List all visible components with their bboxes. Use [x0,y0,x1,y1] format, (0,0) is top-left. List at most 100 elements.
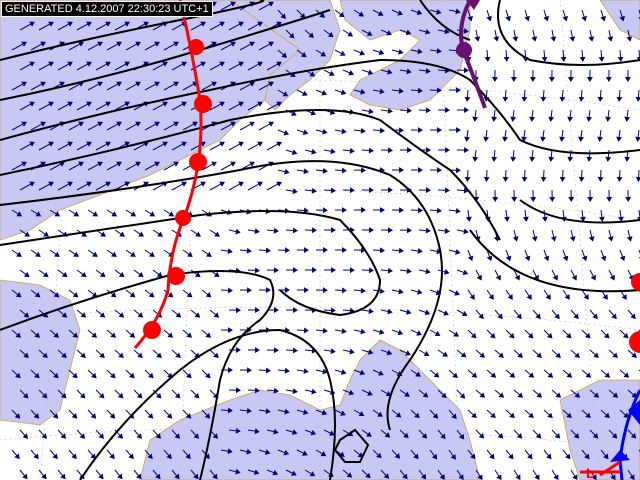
wind-arrow-head [455,167,461,174]
wind-arrow-head [360,88,366,95]
wind-arrow-head [331,267,336,273]
wind-arrow-head [433,372,440,378]
wind-arrow-head [29,181,35,187]
wind-arrow-head [156,271,163,278]
wind-arrow-head [181,141,187,147]
wind-arrow-head [581,15,587,22]
wind-arrow-head [309,71,316,77]
wind-arrow-head [246,407,252,414]
wind-arrow-head [625,196,632,202]
wind-arrow-head [562,15,568,22]
wind-arrow-head [553,474,559,480]
wind-arrow-head [360,127,366,134]
wind-arrow-head [349,348,355,355]
wind-arrow-head [508,453,514,460]
wind-arrow-head [41,433,48,439]
wind-arrow-head [383,473,390,479]
isobar [79,328,336,480]
wind-arrow-head [148,292,155,298]
wind-arrow-head [586,156,593,162]
wind-arrow-head [72,292,79,298]
wind-arrow-head [186,292,193,298]
wind-arrow-head [91,372,97,379]
wind-arrow-head [583,294,589,300]
wind-arrow-head [29,21,35,27]
wind-arrow-head [24,231,30,237]
wind-arrow-head [603,332,610,339]
wind-arrow-head [386,30,392,36]
wind-arrow-head [246,287,252,294]
wind-arrow-head [308,32,315,38]
wind-arrow-head [379,127,385,134]
wind-arrow-head [154,121,160,127]
wind-arrow-head [292,227,298,234]
wind-arrow-head [320,51,327,57]
wind-arrow-head [624,156,631,162]
wind-arrow-head [117,392,124,399]
wind-arrow-head [110,332,117,338]
wind-arrow-head [507,294,513,300]
wind-arrow-head [227,407,233,414]
baltic-sea [339,0,471,111]
wind-arrow-head [72,372,78,379]
wind-arrow-head [193,433,200,439]
wind-arrow-head [622,332,629,339]
wind-arrow-head [617,216,624,222]
wind-arrow-head [567,77,574,82]
wind-arrow-head [219,101,225,107]
wind-arrow-head [611,433,618,439]
wind-arrow-head [16,211,23,217]
isobar [519,199,640,224]
wind-arrow-head [626,36,633,42]
wind-arrow-head [497,433,504,439]
wind-arrow-head [416,9,423,16]
wind-arrow-head [211,81,217,87]
wind-arrow-head [81,231,87,237]
wind-arrow-head [434,330,441,337]
wind-arrow-head [186,332,193,338]
wind-arrow-head [406,268,412,274]
wind-arrow-head [54,251,60,257]
north-sea [229,0,341,111]
wind-arrow-head [110,372,116,379]
wind-arrow-head [116,41,122,47]
wind-arrow-head [502,176,509,182]
wind-arrow-head [407,147,412,154]
wind-arrow-head [48,101,54,107]
wind-arrow-head [205,332,212,338]
wind-arrow-head [565,332,572,339]
wind-arrow-head [205,292,212,298]
wind-arrow-head [624,77,631,82]
wind-arrow-head [534,474,540,480]
wind-arrow-head [592,313,598,320]
wind-arrow-head [360,167,366,174]
wind-arrow-head [273,347,279,354]
wind-arrow-head [149,251,155,257]
wind-arrow-head [462,269,469,276]
wind-arrow-head [619,255,626,262]
wind-arrow-head [498,392,505,398]
wind-arrow-head [186,372,192,379]
wind-arrow-head [105,61,111,67]
wind-arrow-head [53,372,59,379]
wind-arrow-head [453,331,459,337]
wind-arrow-head [67,101,73,107]
wind-arrow-head [425,67,431,74]
wind-arrow-head [129,372,135,379]
wind-arrow-head [607,36,614,42]
wind-arrow-head [521,176,528,182]
wind-arrow-head [264,449,271,455]
wind-arrow-head [292,188,298,195]
wind-arrow-head [623,412,629,419]
wind-arrow-head [460,352,467,358]
wind-arrow-head [398,48,404,55]
wind-arrow-head [616,176,623,182]
wind-arrow-head [489,332,496,339]
wind-arrow-head [254,387,260,394]
wind-arrow-head [73,251,79,257]
wind-arrow-head [607,236,614,242]
wind-arrow-head [578,176,585,182]
wind-arrow-head [79,433,86,439]
wind-arrow-head [187,251,193,257]
wind-arrow-head [456,127,461,133]
